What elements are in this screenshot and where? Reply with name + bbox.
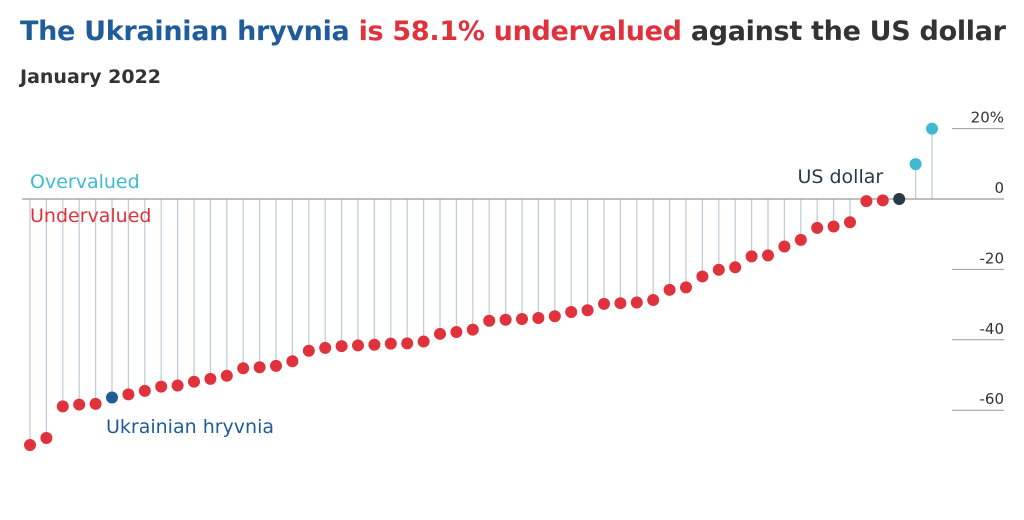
data-point — [401, 337, 414, 350]
title-part-value: is 58.1% undervalued — [358, 16, 682, 47]
data-point — [73, 398, 86, 411]
data-point — [680, 281, 692, 294]
y-tick-label: -40 — [980, 320, 1005, 338]
data-point — [548, 310, 561, 323]
y-tick-label: 0 — [994, 179, 1004, 197]
y-tick-label: 20% — [971, 109, 1004, 127]
data-point — [614, 297, 627, 310]
data-point — [122, 388, 135, 401]
data-point — [876, 194, 889, 207]
title-part-rest: against the US dollar — [681, 16, 1006, 47]
data-point — [270, 359, 282, 372]
data-point — [860, 195, 873, 208]
data-point — [319, 341, 332, 354]
data-point — [516, 313, 528, 326]
data-point — [56, 400, 69, 413]
data-point — [729, 261, 742, 274]
data-point — [499, 313, 512, 326]
data-point — [909, 158, 922, 171]
data-point — [581, 304, 594, 317]
data-point — [811, 221, 824, 234]
data-point — [712, 263, 725, 276]
data-point — [171, 379, 184, 392]
data-point — [778, 240, 791, 253]
data-point — [138, 384, 151, 397]
data-point — [188, 375, 200, 388]
data-point — [466, 323, 479, 336]
data-point — [696, 270, 709, 283]
data-point — [253, 361, 266, 374]
stems — [29, 128, 933, 446]
data-point — [827, 220, 840, 233]
y-axis: 20% 0 -20 -40 -60 — [971, 109, 1004, 409]
data-point — [794, 233, 807, 246]
data-point — [647, 294, 660, 307]
data-point — [532, 311, 545, 324]
data-point — [237, 362, 250, 375]
overvalued-label: Overvalued — [30, 171, 140, 193]
data-point — [483, 314, 496, 327]
undervalued-label: Undervalued — [30, 205, 151, 227]
data-point — [598, 297, 610, 310]
dots — [24, 122, 938, 452]
data-point — [368, 338, 381, 351]
data-point — [384, 337, 397, 350]
data-point — [630, 296, 643, 309]
us-dollar-label: US dollar — [797, 166, 883, 188]
ukraine-point — [106, 391, 118, 404]
data-point — [286, 355, 299, 368]
us-dollar-point — [893, 193, 906, 205]
data-point — [302, 344, 315, 357]
data-point — [335, 340, 348, 353]
data-point — [844, 216, 856, 229]
data-point — [24, 439, 36, 452]
data-point — [89, 397, 102, 410]
data-point — [434, 327, 446, 340]
data-point — [745, 250, 758, 263]
data-point — [926, 122, 938, 135]
data-point — [204, 372, 217, 385]
data-point — [352, 339, 364, 352]
y-tick-label: -60 — [980, 390, 1005, 408]
y-tick-label: -20 — [980, 249, 1005, 267]
chart-subtitle: January 2022 — [20, 66, 162, 88]
data-point — [40, 432, 53, 445]
data-point — [663, 283, 676, 296]
chart-title: The Ukrainian hryvnia is 58.1% undervalu… — [20, 16, 1006, 47]
data-point — [565, 305, 578, 318]
data-point — [155, 380, 168, 393]
data-point — [417, 335, 430, 348]
title-part-country: The Ukrainian hryvnia — [20, 16, 359, 47]
data-point — [450, 326, 463, 339]
grid-lines — [952, 128, 1004, 411]
data-point — [762, 249, 774, 262]
data-point — [220, 369, 233, 382]
ukrainian-hryvnia-label: Ukrainian hryvnia — [106, 416, 274, 438]
